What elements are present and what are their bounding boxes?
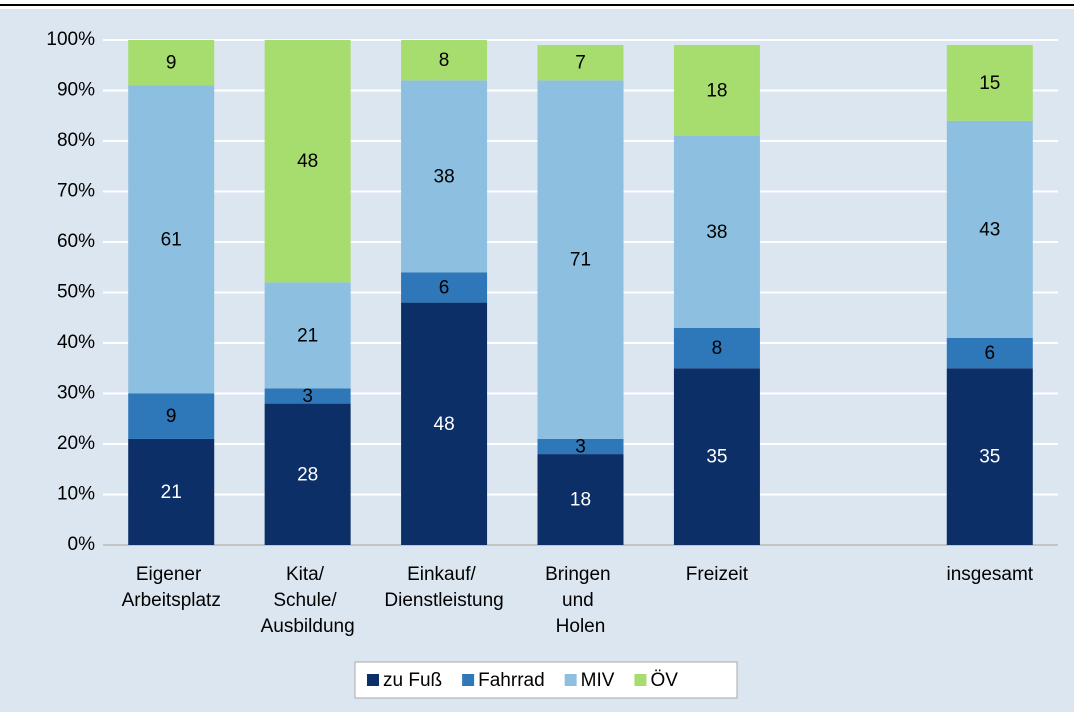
bar-segment	[264, 388, 351, 404]
x-tick-label-line: Einkauf/	[407, 564, 481, 585]
bar-segment	[401, 40, 488, 81]
y-tick-label: 50%	[57, 282, 95, 303]
x-tick-label-line: insgesamt	[946, 564, 1033, 585]
x-tick-label: insgesamt	[946, 564, 1033, 585]
value-label: 38	[706, 222, 727, 243]
x-tick-label: Bringen und Holen	[545, 564, 616, 637]
bar-segment	[128, 85, 215, 394]
y-tick-label: 20%	[57, 433, 95, 454]
y-tick-label: 90%	[57, 80, 95, 101]
x-tick-label-line: Arbeitsplatz	[122, 590, 221, 611]
bar-segment	[946, 368, 1033, 545]
bar-segment	[537, 454, 624, 545]
legend-swatch	[634, 674, 647, 686]
y-tick-label: 60%	[57, 231, 95, 252]
x-tick-label-line: Kita/	[286, 564, 329, 585]
bar-segment	[946, 337, 1033, 369]
value-label: 48	[434, 414, 455, 435]
value-label: 9	[166, 53, 177, 74]
y-tick-label: 40%	[57, 332, 95, 353]
legend-label: Fahrrad	[478, 670, 545, 691]
value-label: 21	[297, 325, 318, 346]
value-label: 38	[434, 166, 455, 187]
bar-segment	[128, 40, 215, 86]
bar-segment	[673, 135, 760, 328]
x-tick-label-line: Ausbildung	[261, 616, 355, 637]
x-tick-label-line: und	[562, 590, 599, 611]
x-tick-label-line: Dienstleistung	[384, 590, 503, 611]
y-tick-label: 30%	[57, 383, 95, 404]
bar-segment	[401, 302, 488, 545]
value-label: 61	[161, 229, 182, 250]
legend-swatch	[564, 674, 577, 686]
value-label: 43	[979, 219, 1000, 240]
value-label: 15	[979, 73, 1000, 94]
legend-box	[354, 661, 738, 699]
value-label: 8	[712, 338, 723, 359]
bar-segment	[128, 438, 215, 545]
value-label: 18	[570, 490, 591, 511]
y-tick-label: 100%	[46, 29, 95, 50]
bar-segment	[401, 80, 488, 273]
legend-label: ÖV	[650, 670, 678, 691]
x-tick-label: Kita/ Schule/ Ausbildung	[261, 564, 355, 637]
bar-segment	[537, 438, 624, 455]
x-tick-label-line: Freizeit	[686, 564, 749, 585]
x-tick-label: Einkauf/ Dienstleistung	[384, 564, 503, 611]
value-label: 21	[161, 482, 182, 503]
y-tick-label: 80%	[57, 130, 95, 151]
bar-segment	[401, 272, 488, 303]
value-label: 18	[706, 81, 727, 102]
x-tick-label: Eigener Arbeitsplatz	[122, 564, 221, 611]
legend-swatch	[462, 674, 475, 686]
bar-segment	[264, 403, 351, 545]
bar-segment	[128, 393, 215, 439]
value-label: 48	[297, 151, 318, 172]
value-label: 7	[575, 53, 586, 74]
y-tick-label: 0%	[68, 534, 96, 555]
x-tick-label-line: Bringen	[545, 564, 616, 585]
bar-segment	[946, 45, 1033, 121]
x-tick-label-line: Eigener	[136, 564, 207, 585]
bar-segment	[946, 120, 1033, 338]
x-tick-label: Freizeit	[686, 564, 749, 585]
value-label: 28	[297, 464, 318, 485]
value-label: 3	[302, 386, 313, 407]
legend-label: MIV	[581, 670, 615, 691]
legend-label: zu Fuß	[383, 670, 442, 691]
value-label: 3	[575, 437, 586, 458]
bar-segment	[673, 368, 760, 545]
y-tick-label: 70%	[57, 181, 95, 202]
bar-segment	[264, 40, 351, 283]
bar-segment	[673, 45, 760, 136]
bar-segment	[537, 80, 624, 439]
value-label: 35	[706, 447, 727, 468]
bar-segment	[673, 327, 760, 369]
value-label: 6	[984, 343, 995, 364]
value-label: 8	[439, 50, 450, 71]
bar-segment	[537, 45, 624, 81]
x-tick-label-line: Holen	[556, 616, 606, 637]
value-label: 6	[439, 277, 450, 298]
x-tick-label-line: Schule/	[273, 590, 342, 611]
value-label: 71	[570, 250, 591, 271]
bar-segment	[264, 282, 351, 389]
y-tick-label: 10%	[57, 484, 95, 505]
value-label: 9	[166, 406, 177, 427]
legend-swatch	[367, 674, 379, 686]
value-label: 35	[979, 447, 1000, 468]
